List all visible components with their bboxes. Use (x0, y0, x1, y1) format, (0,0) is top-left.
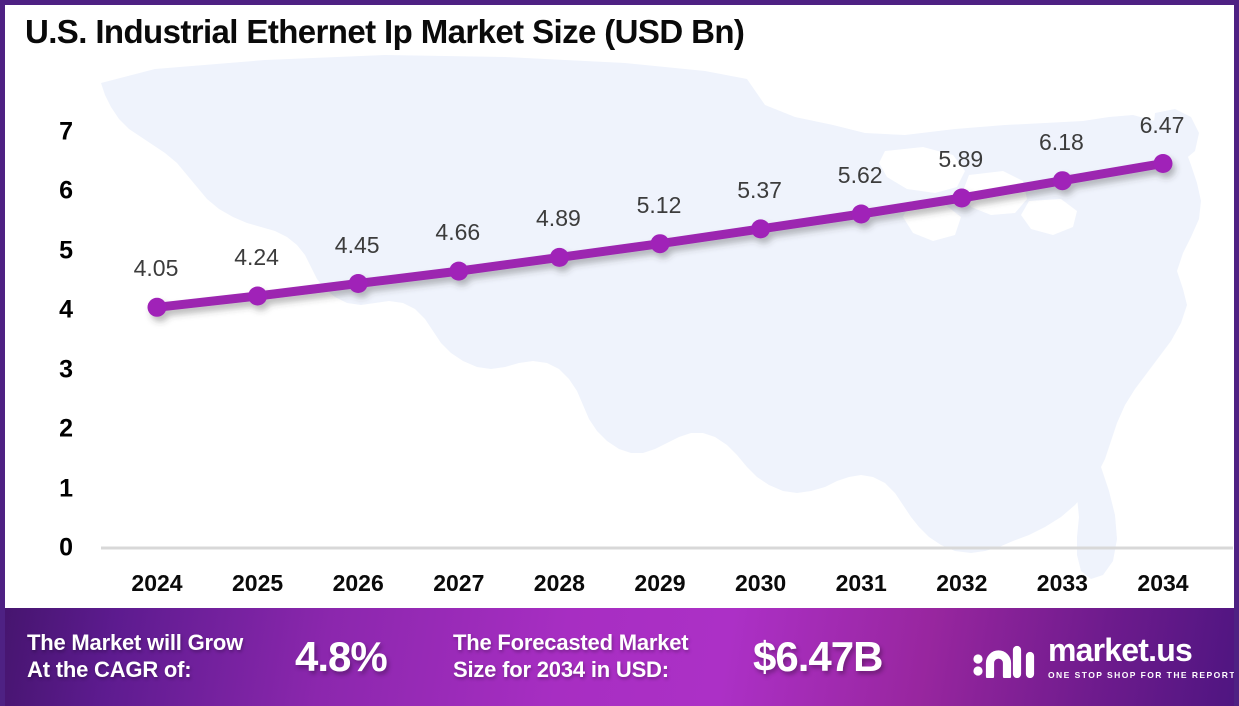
cagr-value: 4.8% (295, 633, 388, 680)
series-markers (147, 154, 1173, 317)
market-us-logo-mark-icon (973, 645, 1035, 678)
data-point-label: 5.62 (837, 162, 883, 188)
y-axis-tick-label: 2 (59, 414, 73, 443)
x-axis-tick-label: 2028 (533, 570, 585, 596)
cagr-label: The Market will Grow At the CAGR of: (27, 630, 244, 682)
x-axis-tick-label: 2027 (433, 570, 485, 596)
x-axis-tick-label: 2024 (131, 570, 183, 596)
y-axis-tick-label: 5 (59, 236, 73, 265)
x-axis-tick-label: 2033 (1036, 570, 1088, 596)
data-point-marker (952, 188, 972, 208)
logo-wordmark: market.us (1048, 632, 1193, 668)
market-us-logo[interactable]: market.us ONE STOP SHOP FOR THE REPORTS (972, 632, 1239, 680)
data-point-label: 5.37 (737, 176, 782, 203)
data-point-label: 4.66 (435, 219, 481, 246)
x-axis-tick-label: 2029 (634, 570, 686, 596)
x-axis-tick-label: 2032 (936, 570, 988, 596)
data-point-label: 5.12 (636, 191, 682, 218)
y-axis-tick-label: 7 (59, 117, 73, 146)
x-axis-tick-label: 2025 (232, 570, 284, 596)
summary-banner: The Market will Grow At the CAGR of: 4.8… (5, 608, 1239, 706)
x-axis-tick-label: 2030 (735, 570, 787, 596)
data-point-label: 5.89 (938, 146, 984, 172)
data-point-marker (348, 274, 368, 293)
logo-tagline: ONE STOP SHOP FOR THE REPORTS (1048, 670, 1239, 680)
data-point-marker (449, 261, 469, 281)
data-point-marker (751, 219, 771, 239)
page-title: U.S. Industrial Ethernet Ip Market Size … (25, 13, 745, 50)
forecast-value: $6.47B (753, 633, 883, 680)
data-point-marker (248, 286, 268, 306)
y-axis-tick-label: 3 (59, 355, 73, 384)
y-axis-tick-label: 6 (59, 176, 73, 205)
data-series-industrial-ethernet-ip (147, 154, 1173, 317)
data-point-label: 4.45 (334, 231, 380, 258)
y-axis-tick-label: 0 (59, 533, 73, 562)
data-point-marker (549, 247, 569, 267)
data-point-marker (851, 204, 871, 224)
data-point-marker (1052, 171, 1072, 191)
data-point-label: 6.18 (1039, 128, 1084, 155)
data-point-label: 6.47 (1139, 111, 1185, 138)
y-axis-tick-label: 1 (59, 474, 73, 503)
data-point-marker (650, 234, 670, 254)
data-point-label: 4.05 (133, 255, 179, 282)
x-axis-tick-label: 2026 (332, 570, 384, 596)
line-chart-svg (93, 130, 1233, 550)
x-axis-tick-label: 2031 (835, 570, 887, 596)
data-point-label: 4.24 (234, 244, 279, 270)
plot-area: 0 1 2 3 4 5 6 7 2024 2025 2026 2027 2028 2029 2030 203… (5, 5, 1234, 611)
y-axis-tick-label: 4 (59, 295, 73, 324)
data-point-marker (147, 297, 167, 317)
forecast-label: The Forecasted Market Size for 2034 in U… (453, 630, 689, 682)
y-axis-spine (93, 130, 103, 337)
data-point-label: 4.89 (536, 205, 581, 232)
x-axis-tick-label: 2034 (1137, 570, 1189, 596)
data-point-marker (1153, 154, 1173, 173)
